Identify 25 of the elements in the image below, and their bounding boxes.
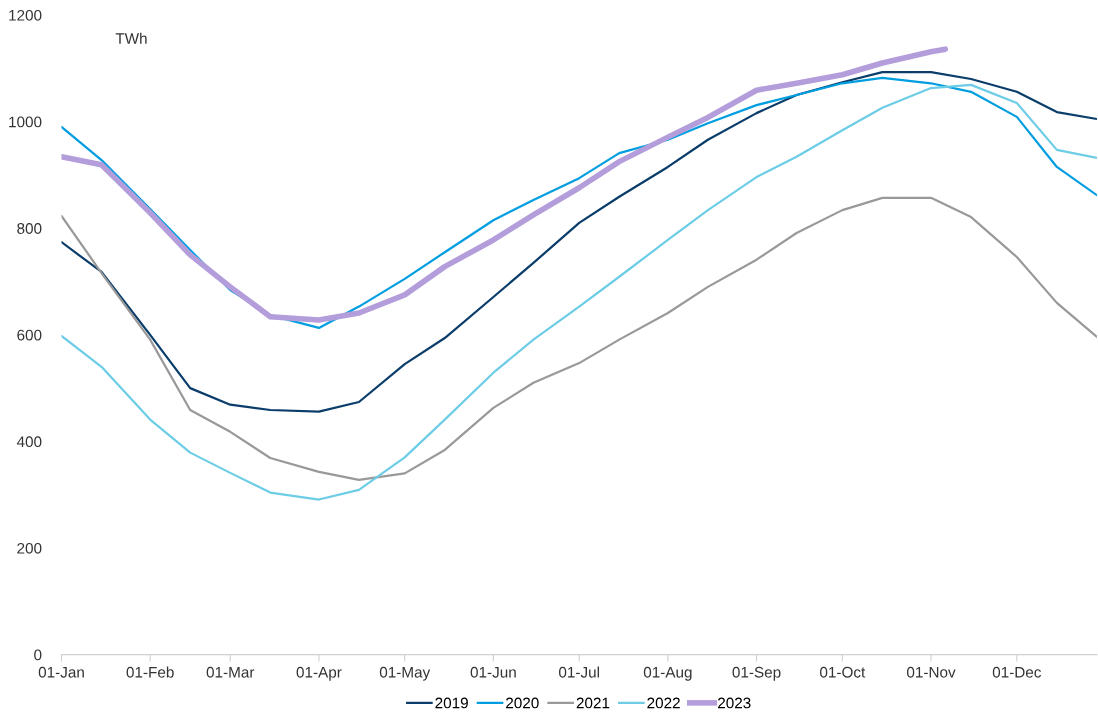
x-tick-label: 01-Jan: [38, 666, 84, 678]
x-tick-label: 01-Sep: [732, 666, 781, 681]
x-tick-label: 01-Jun: [470, 666, 516, 678]
y-tick-label: 1200: [9, 9, 42, 21]
y-tick-label: 1000: [9, 116, 42, 128]
y-tick-label: 400: [16, 436, 42, 448]
x-tick-label: 01-Mar: [206, 666, 255, 678]
x-tick-label: 01-Nov: [906, 666, 956, 678]
legend-label: 2022: [647, 697, 680, 709]
legend-label: 2023: [718, 697, 751, 709]
x-tick-label: 01-Jul: [558, 666, 599, 678]
legend-label: 2019: [435, 697, 468, 709]
x-tick-label: 01-Feb: [126, 666, 174, 678]
y-tick-label: 600: [17, 329, 42, 341]
x-tick-label: 01-Oct: [820, 666, 866, 678]
y-axis-title: TWh: [115, 32, 147, 44]
x-tick-label: 01-Apr: [296, 666, 342, 681]
x-tick-label: 01-May: [379, 666, 431, 681]
y-tick-label: 800: [17, 223, 42, 234]
legend-label: 2021: [576, 697, 610, 709]
y-tick-label: 200: [17, 542, 42, 554]
legend-label: 2020: [506, 697, 539, 709]
x-tick-label: 01-Aug: [643, 666, 692, 681]
x-tick-label: 01-Dec: [992, 666, 1042, 678]
y-tick-label: 0: [34, 649, 42, 661]
